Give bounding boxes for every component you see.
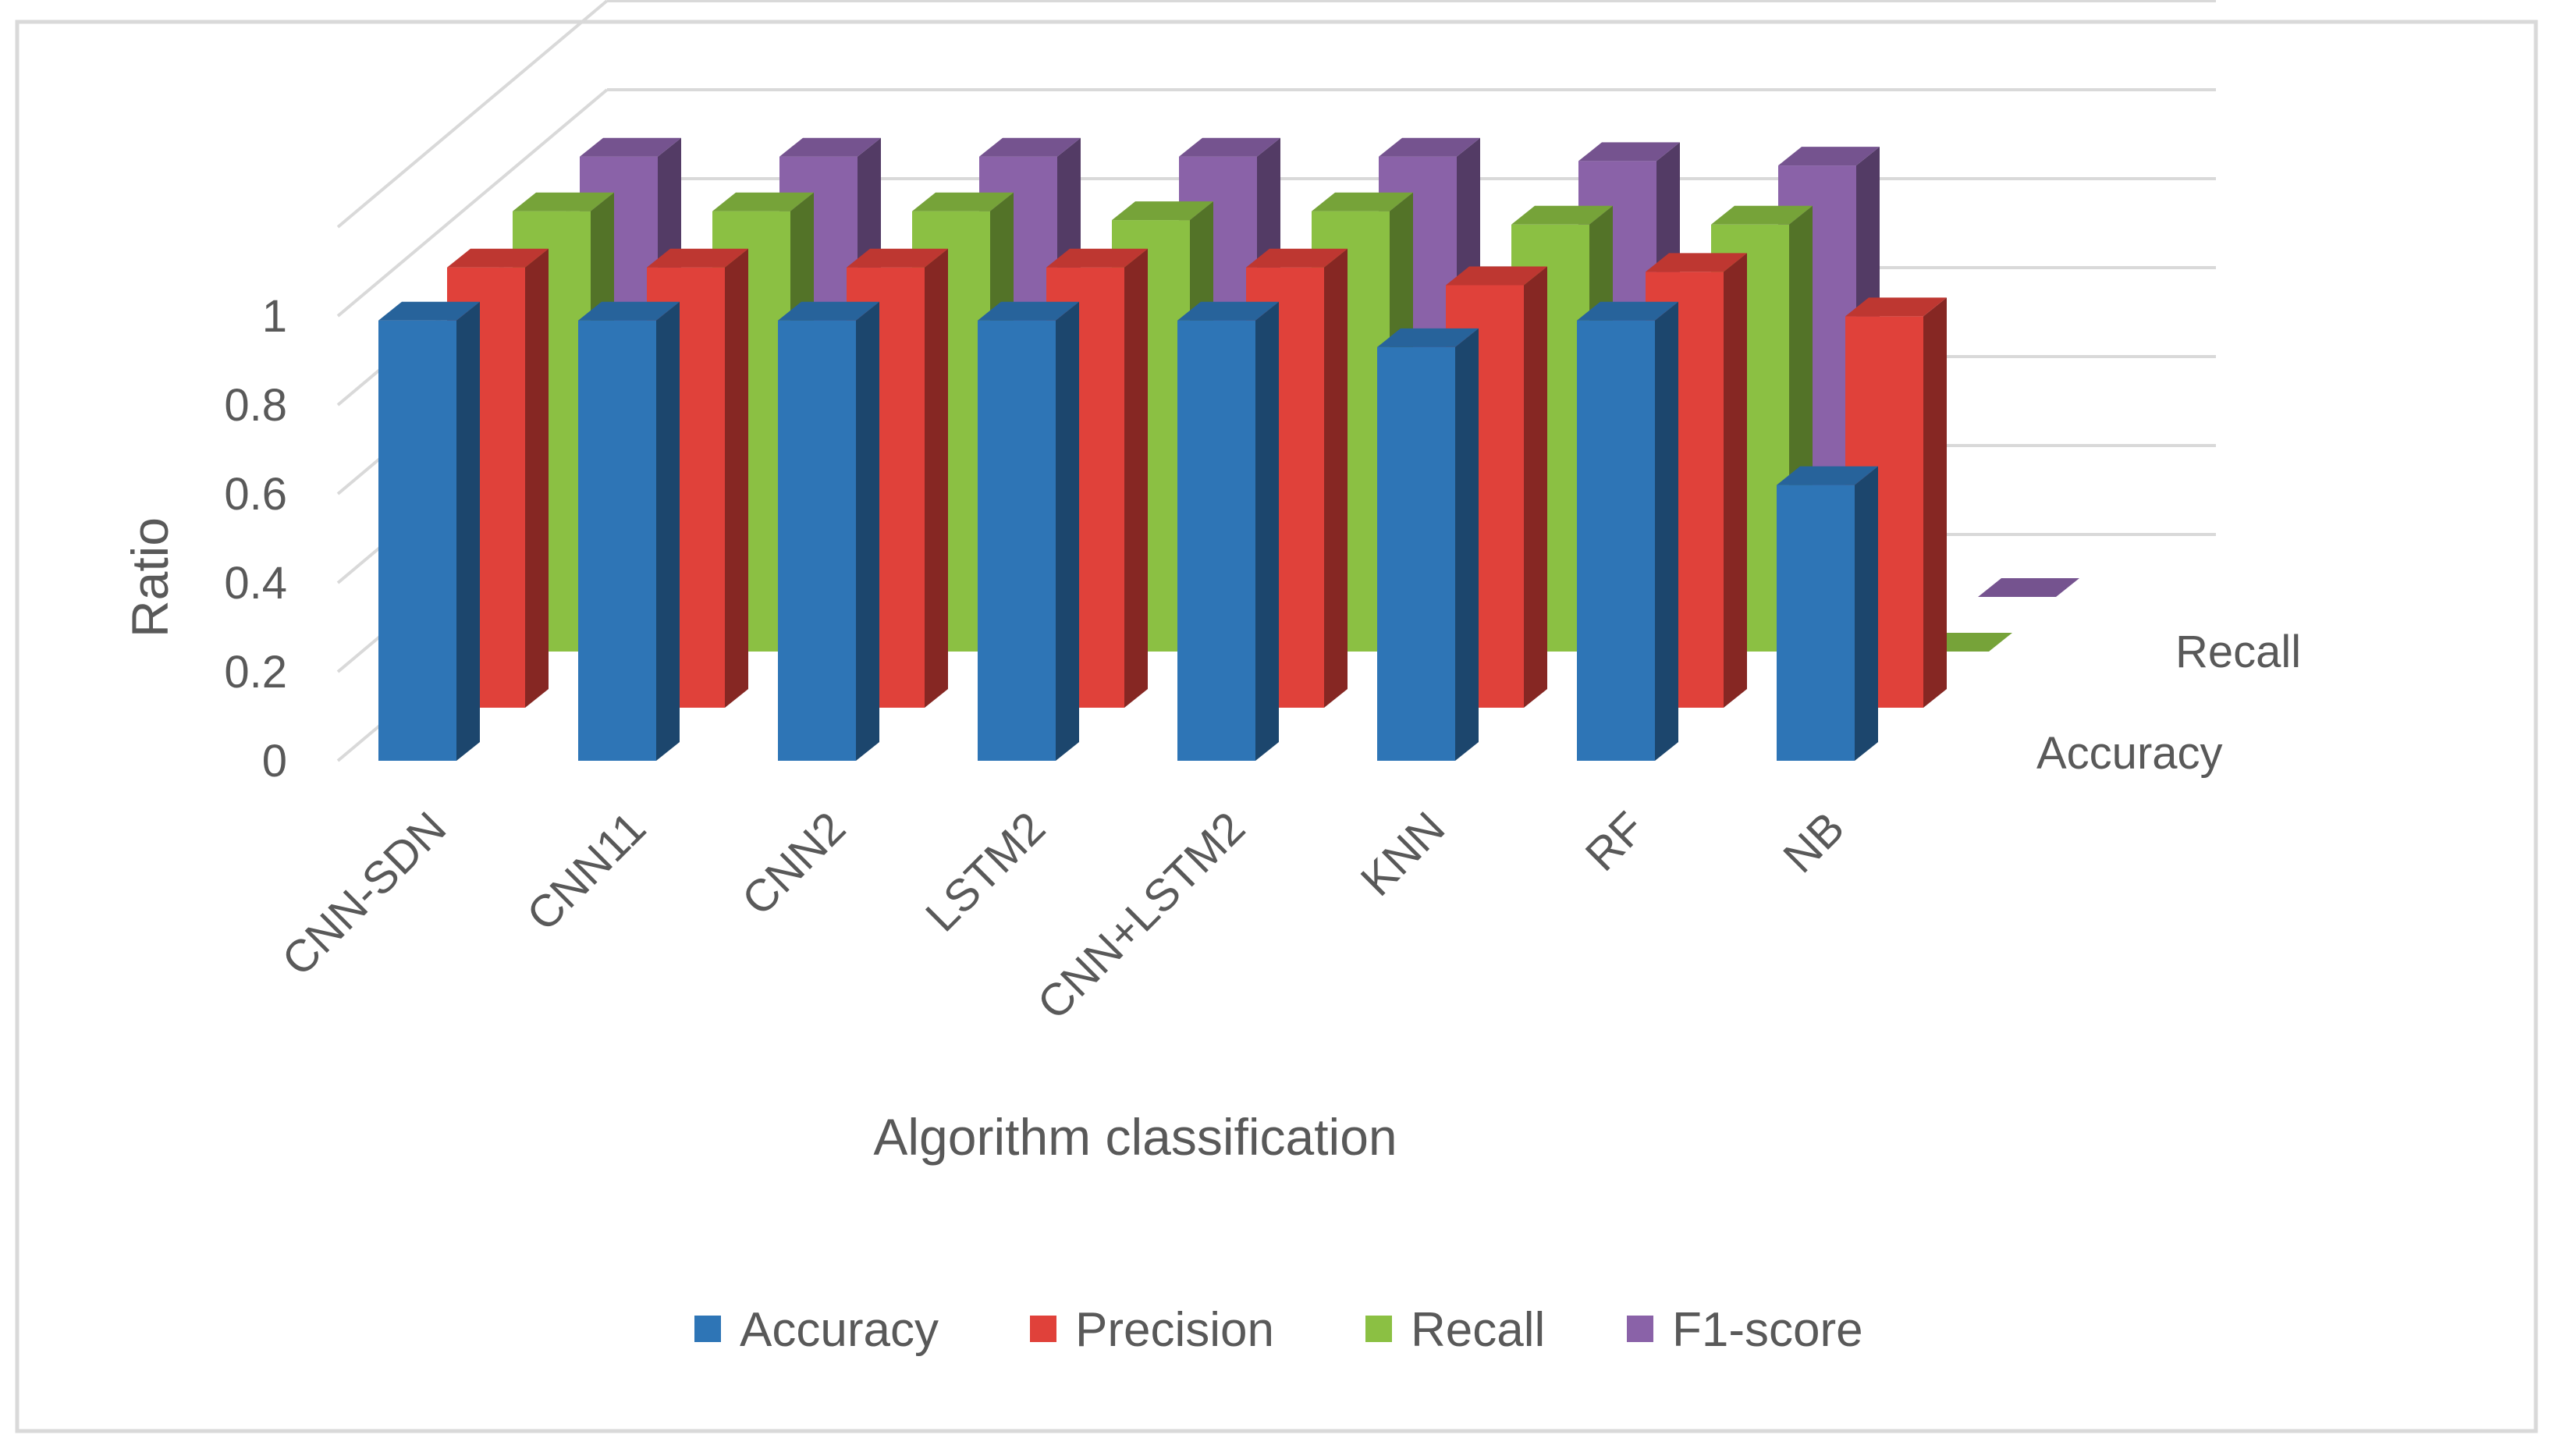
depth-axis-labels: Accuracy Recall [2036,627,2301,779]
bar-side-face [925,248,948,708]
legend-label: F1-score [1672,1303,1863,1357]
bars [378,137,2079,761]
bar-accuracy-cnn-sdn [378,301,480,761]
bar-front-face [778,320,856,761]
bar-side-face [1324,248,1348,708]
bar-side-face [656,301,680,761]
bar-top-face [1112,201,1213,221]
bar-front-face [1177,320,1255,761]
bar-top-face [1777,466,1878,485]
y-tick-label: 0.4 [224,558,287,609]
bar-accuracy-cnn11 [578,301,680,761]
bar-side-face [725,248,748,708]
x-axis-title: Algorithm classification [873,1108,1397,1166]
bar-top-face [1377,328,1479,347]
bar-top-face [779,137,881,157]
bar-top-face [1978,578,2079,597]
bar-top-face [580,137,681,157]
bar-side-face [1724,253,1747,708]
bar-top-face [513,192,614,211]
bar-front-face [1577,320,1655,761]
gridline-left-wall [336,88,609,318]
bar-front-face [578,320,656,761]
bar-top-face [912,192,1014,211]
legend-swatch [1627,1316,1653,1342]
bar-accuracy-rf [1577,301,1678,761]
bar-front-face [1377,346,1455,761]
bar-top-face [1711,205,1813,225]
bar-side-face [1056,301,1079,761]
bar-side-face [1255,301,1279,761]
y-tick-label: 1 [262,291,287,342]
bar-front-face [978,320,1056,761]
bar-side-face [525,248,549,708]
bar-top-face [847,248,948,268]
bar-top-face [378,301,480,321]
legend-label: Precision [1075,1303,1274,1357]
bar-accuracy-lstm2 [978,301,1079,761]
bar-top-face [712,192,814,211]
bar-top-face [1511,205,1613,225]
bar-top-face [647,248,748,268]
gridline-left-wall [336,0,609,229]
bar-side-face [1855,466,1878,761]
bar-f1-score-nb [1978,578,2079,597]
bar-top-face [1578,142,1680,162]
bar-top-face [447,248,549,268]
bar-accuracy-knn [1377,328,1479,761]
y-tick-labels: 0 0.2 0.4 0.6 0.8 1 [224,291,287,787]
bar-side-face [1524,266,1547,708]
legend-swatch [1365,1316,1392,1342]
legend: Accuracy Precision Recall F1-score [694,1303,1863,1357]
depth-axis-label: Accuracy [2036,728,2223,779]
bar-top-face [1646,253,1747,272]
y-tick-label: 0.2 [224,647,287,698]
bar-top-face [1246,248,1348,268]
bar-top-face [1778,147,1880,166]
bar-side-face [1655,301,1678,761]
y-tick-label: 0.6 [224,469,287,520]
bar-top-face [1577,301,1678,321]
depth-axis-label: Recall [2175,627,2301,677]
y-tick-label: 0.8 [224,380,287,431]
bar-top-face [1379,137,1480,157]
bar-front-face [1777,485,1855,761]
bar-top-face [778,301,879,321]
bar-side-face [1923,297,1947,708]
bar-accuracy-cnn-lstm2 [1177,301,1279,761]
bar-top-face [979,137,1081,157]
bar-top-face [1177,301,1279,321]
bar-top-face [1312,192,1413,211]
bar-top-face [1446,266,1547,286]
bar-accuracy-cnn2 [778,301,879,761]
legend-label: Recall [1411,1303,1545,1357]
bar-top-face [1046,248,1148,268]
bar-top-face [978,301,1079,321]
bar-side-face [1124,248,1148,708]
bar-accuracy-nb [1777,466,1878,761]
legend-swatch [1030,1316,1056,1342]
legend-swatch [694,1316,721,1342]
bar-side-face [456,301,480,761]
bar-side-face [856,301,879,761]
bar-top-face [1845,297,1947,317]
bar-front-face [378,320,456,761]
bar-top-face [1179,137,1280,157]
bar-side-face [1455,328,1479,761]
y-tick-label: 0 [262,736,287,787]
y-axis-title: Ratio [121,517,179,637]
bar-top-face [578,301,680,321]
legend-label: Accuracy [740,1303,939,1357]
